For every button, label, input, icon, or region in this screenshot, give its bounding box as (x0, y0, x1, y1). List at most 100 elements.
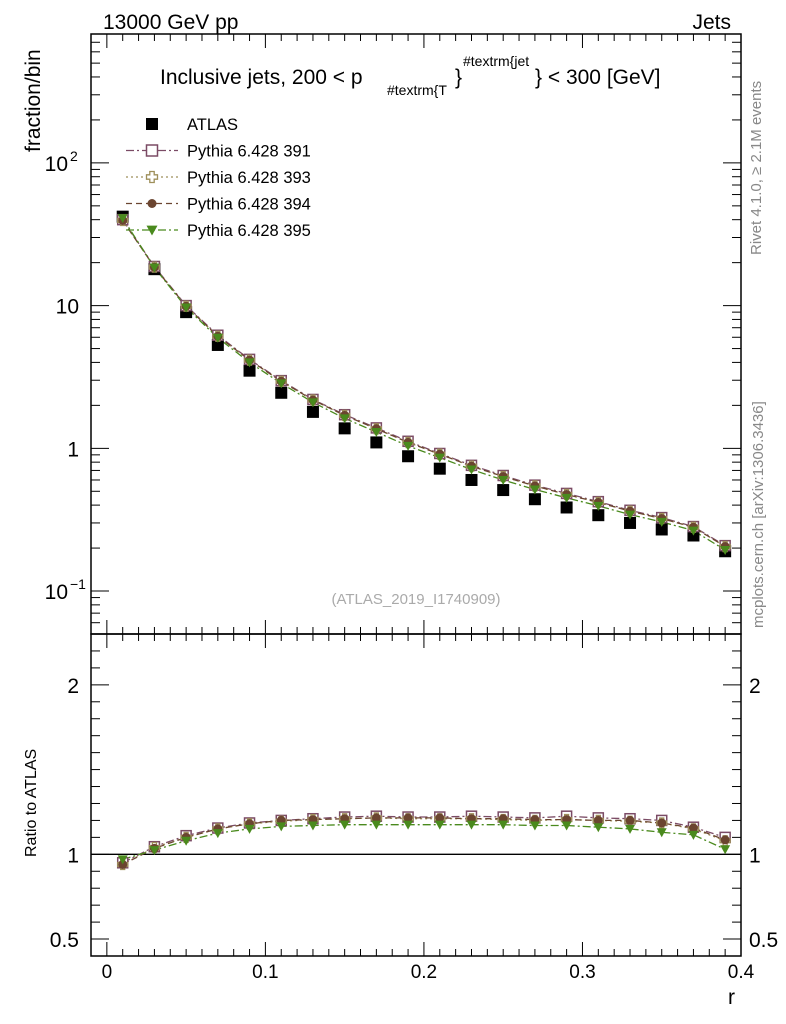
data-point-atlas (370, 436, 383, 449)
data-point-pythia-6-428-395 (244, 358, 255, 368)
x-tick-label: 0 (102, 962, 113, 983)
ratio-y-tick-label: 0.5 (50, 929, 79, 952)
data-point-pythia-6-428-395 (720, 545, 731, 555)
data-point-pythia-6-428-395 (466, 465, 477, 475)
data-point-atlas (306, 405, 319, 418)
data-point-pythia-6-428-395 (149, 846, 160, 856)
data-point-pythia-6-428-395 (434, 453, 445, 463)
header-energy: 13000 GeV pp (103, 11, 238, 34)
y-tick-label: 10 (45, 153, 68, 176)
data-point-atlas (275, 386, 288, 399)
main-title-text: Inclusive jets, 200 < p (160, 66, 363, 89)
ratio-series-group (116, 810, 731, 871)
main-title: Inclusive jets, 200 < p #textrm{T } #tex… (160, 53, 661, 98)
data-point-pythia-6-428-395 (181, 836, 192, 846)
legend-marker (145, 170, 159, 184)
data-point-pythia-6-428-394 (435, 813, 445, 823)
data-point-pythia-6-428-395 (529, 485, 540, 495)
data-point-pythia-6-428-395 (212, 333, 223, 343)
analysis-watermark: (ATLAS_2019_I1740909) (331, 591, 500, 608)
data-point-pythia-6-428-395 (561, 493, 572, 503)
data-point-atlas (560, 501, 573, 514)
legend-label: Pythia 6.428 391 (187, 143, 311, 161)
data-point-pythia-6-428-395 (434, 820, 445, 830)
ratio-y-tick-label-right: 0.5 (749, 929, 778, 952)
legend-marker (146, 225, 158, 236)
main-y-axis-label: fraction/bin (22, 49, 45, 152)
y-tick-label-exponent: 2 (70, 148, 78, 164)
data-point-pythia-6-428-395 (307, 398, 318, 408)
data-point-pythia-6-428-395 (371, 820, 382, 830)
y-tick-label-exponent: −1 (70, 576, 86, 592)
data-point-pythia-6-428-395 (117, 214, 128, 224)
data-point-pythia-6-428-395 (339, 414, 350, 424)
data-point-pythia-6-428-395 (276, 822, 287, 832)
data-point-pythia-6-428-394 (403, 813, 413, 823)
x-tick-label: 0.1 (252, 962, 278, 983)
legend-marker (145, 144, 159, 157)
x-tick-label: 0.2 (411, 962, 437, 983)
data-point-pythia-6-428-394 (657, 818, 667, 828)
legend-label: Pythia 6.428 395 (187, 222, 311, 240)
side-rivet-label: Rivet 4.1.0, ≥ 2.1M events (748, 81, 765, 255)
legend-marker (146, 118, 158, 130)
data-point-pythia-6-428-395 (656, 517, 667, 527)
data-point-pythia-6-428-395 (720, 845, 731, 855)
ratio-y-tick-label: 2 (67, 675, 79, 698)
y-tick-label: 10 (56, 296, 79, 319)
ratio-y-axis-label: Ratio to ATLAS (23, 749, 40, 857)
data-point-pythia-6-428-395 (593, 501, 604, 511)
legend-label: Pythia 6.428 393 (187, 169, 311, 187)
series-line-pythia-6-428-395 (122, 217, 726, 551)
series-line-pythia-6-428-394 (122, 220, 726, 548)
data-point-pythia-6-428-395 (593, 823, 604, 833)
main-title-brace: } (455, 66, 462, 89)
x-tick-label: 0.4 (728, 962, 755, 983)
series-line-pythia-6-428-393 (122, 220, 726, 548)
data-point-atlas (497, 484, 510, 497)
legend-label: ATLAS (187, 116, 238, 134)
data-point-pythia-6-428-395 (656, 828, 667, 838)
data-point-pythia-6-428-395 (625, 824, 636, 834)
data-point-atlas (528, 493, 541, 506)
data-point-pythia-6-428-395 (688, 526, 699, 536)
data-point-atlas (465, 473, 478, 486)
data-point-atlas (211, 338, 224, 351)
data-point-pythia-6-428-395 (466, 820, 477, 830)
header-jets: Jets (692, 11, 731, 34)
main-series-group (116, 210, 732, 558)
data-point-pythia-6-428-394 (593, 815, 603, 825)
data-point-pythia-6-428-395 (371, 428, 382, 438)
x-tick-label: 0.3 (569, 962, 595, 983)
main-title-subscript: #textrm{T (387, 82, 447, 98)
series-line-pythia-6-428-395 (122, 824, 726, 861)
data-point-atlas (433, 462, 446, 475)
data-point-atlas (592, 509, 605, 522)
data-point-pythia-6-428-395 (529, 821, 540, 831)
ratio-y-tick-label-right: 1 (749, 844, 761, 867)
side-mcplots-label: mcplots.cern.ch [arXiv:1306.3436] (750, 401, 767, 628)
data-point-pythia-6-428-395 (403, 820, 414, 830)
data-point-atlas (338, 422, 351, 435)
main-title-superscript: #textrm{jet (463, 53, 529, 69)
data-point-pythia-6-428-395 (307, 821, 318, 831)
data-point-pythia-6-428-395 (498, 475, 509, 485)
data-point-pythia-6-428-395 (117, 855, 128, 865)
data-point-pythia-6-428-395 (403, 441, 414, 451)
data-point-pythia-6-428-394 (625, 815, 635, 825)
ratio-y-tick-label-right: 2 (749, 675, 761, 698)
ratio-axis-ticks: 0 0.1 0.2 0.3 0.4 0.5 0.5 1 1 2 2 (50, 633, 778, 983)
data-point-pythia-6-428-394 (371, 813, 381, 823)
data-point-pythia-6-428-395 (688, 830, 699, 840)
data-point-atlas (655, 523, 668, 536)
data-point-pythia-6-428-395 (561, 821, 572, 831)
data-point-atlas (402, 450, 415, 463)
data-point-pythia-6-428-394 (720, 835, 730, 845)
ratio-y-tick-label: 1 (67, 844, 79, 867)
data-point-pythia-6-428-395 (498, 820, 509, 830)
data-point-pythia-6-428-395 (339, 820, 350, 830)
legend-marker (147, 199, 157, 208)
data-point-atlas (624, 516, 637, 529)
